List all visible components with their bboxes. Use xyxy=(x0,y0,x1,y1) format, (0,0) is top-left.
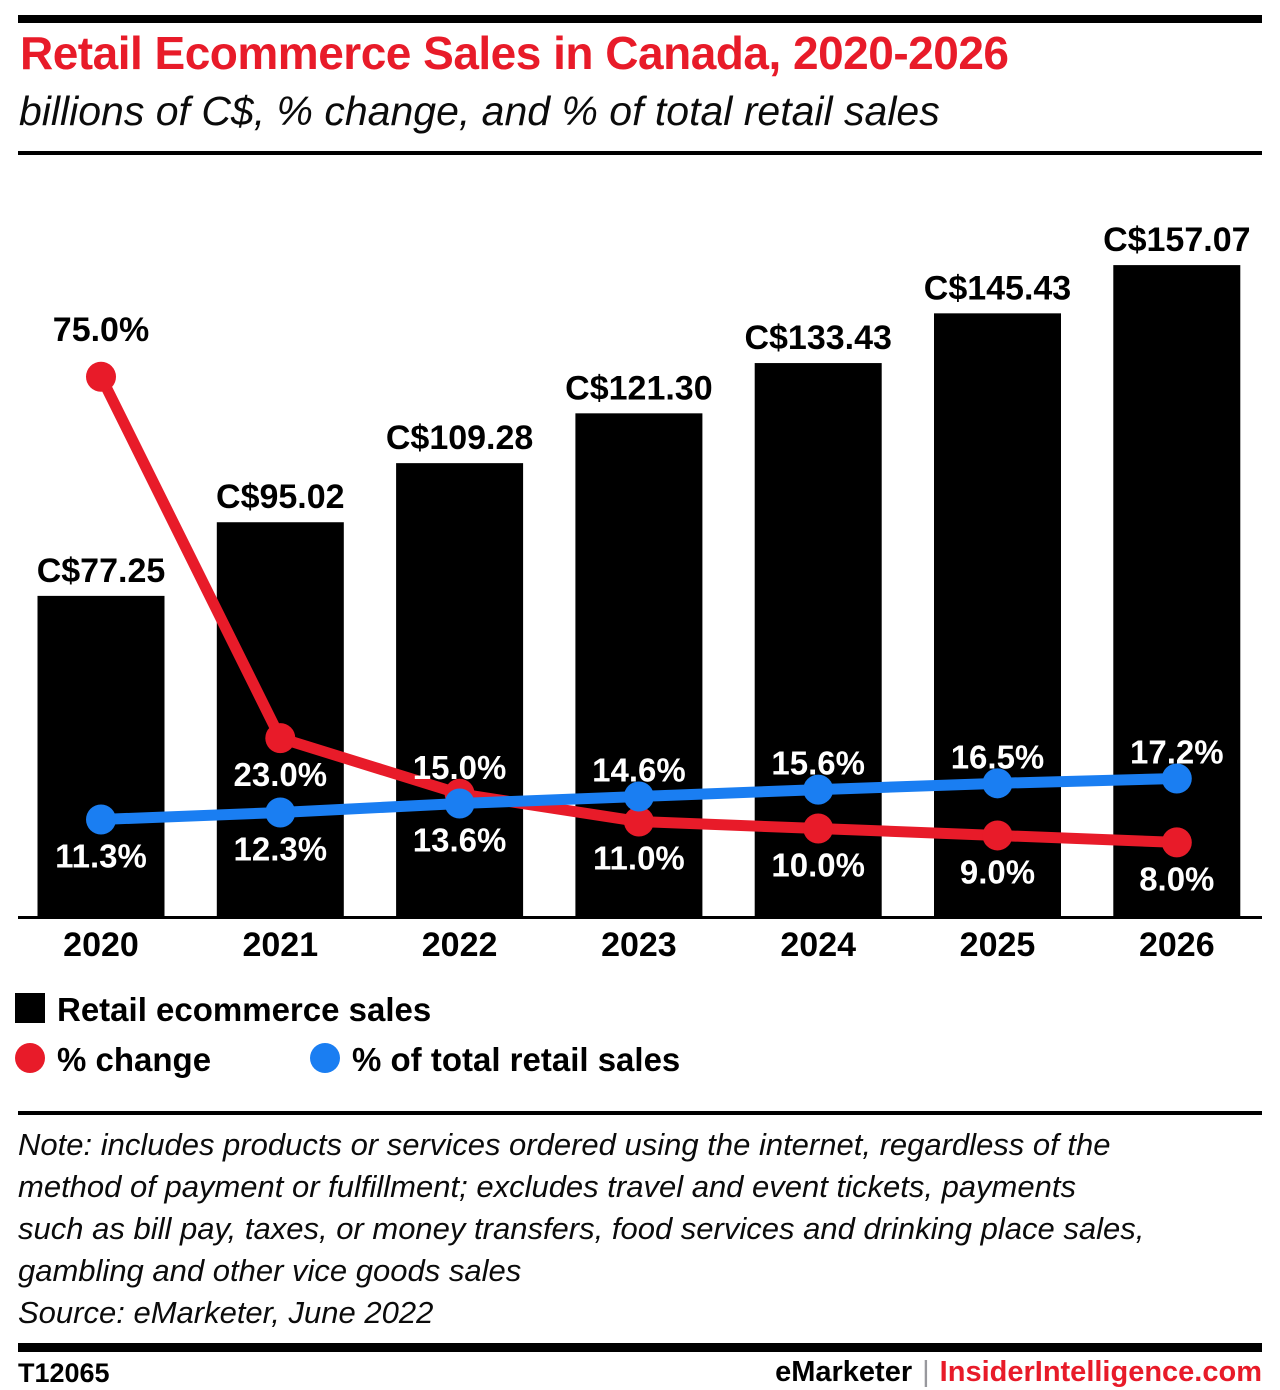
legend-label-retail-ecommerce-sales: Retail ecommerce sales xyxy=(57,991,432,1028)
bar-value-label-2026: C$157.07 xyxy=(1103,221,1250,259)
brand-emarketer: eMarketer xyxy=(775,1356,913,1388)
note-line-3: such as bill pay, taxes, or money transf… xyxy=(18,1211,1145,1246)
note-line-2: method of payment or fulfillment; exclud… xyxy=(18,1169,1076,1204)
note-divider xyxy=(18,1111,1262,1115)
bar-2026 xyxy=(1113,265,1241,916)
retail-share-point-2021 xyxy=(265,797,296,828)
note-line-4: gambling and other vice goods sales xyxy=(18,1253,522,1288)
brand-separator: | xyxy=(922,1356,930,1388)
retail-share-label-2024: 15.6% xyxy=(771,745,865,782)
pct-change-point-2025 xyxy=(982,820,1013,851)
retail-share-point-2026 xyxy=(1161,763,1192,794)
pct-change-label-2021: 23.0% xyxy=(234,756,328,793)
bar-value-label-2025: C$145.43 xyxy=(924,269,1071,307)
retail-share-label-2022: 13.6% xyxy=(413,821,507,858)
retail-share-point-2024 xyxy=(803,774,834,805)
legend-label-retail-share: % of total retail sales xyxy=(352,1041,681,1078)
chart-canvas: C$77.25 C$95.02 C$109.28 C$121.30 C$133.43 C$… xyxy=(18,221,1262,964)
bar-value-label-2022: C$109.28 xyxy=(386,419,533,457)
retail-share-label-2025: 16.5% xyxy=(951,738,1045,775)
retail-share-point-2020 xyxy=(86,804,116,835)
pct-change-label-2023: 11.0% xyxy=(593,840,685,877)
pct-change-label-2026: 8.0% xyxy=(1139,860,1214,897)
brand-insider-intelligence: InsiderIntelligence.com xyxy=(939,1356,1262,1388)
legend-label-pct-change: % change xyxy=(57,1041,212,1078)
bar-2021 xyxy=(216,522,344,916)
pct-change-point-2023 xyxy=(623,806,654,837)
year-label-2024: 2024 xyxy=(780,926,856,964)
retail-share-label-2026: 17.2% xyxy=(1130,733,1224,770)
bar-value-label-2024: C$133.43 xyxy=(744,319,891,357)
pct-change-label-2024: 10.0% xyxy=(771,847,865,884)
legend-swatch-retail-ecommerce-sales xyxy=(15,993,45,1023)
pct-change-label-2025: 9.0% xyxy=(960,853,1035,890)
footer-brand-group: eMarketer | InsiderIntelligence.com xyxy=(775,1356,1262,1389)
legend-swatch-retail-share xyxy=(310,1043,340,1073)
footer-chart-id: T12065 xyxy=(18,1358,110,1388)
year-label-2025: 2025 xyxy=(960,926,1036,964)
year-label-2023: 2023 xyxy=(601,926,677,964)
year-label-2022: 2022 xyxy=(422,926,498,964)
retail-share-point-2025 xyxy=(982,768,1013,799)
year-label-2020: 2020 xyxy=(63,926,139,964)
year-label-2026: 2026 xyxy=(1139,926,1215,964)
note-block: Note: includes products or services orde… xyxy=(18,1124,1262,1334)
pct-change-point-2020 xyxy=(86,361,116,392)
retail-share-point-2022 xyxy=(444,788,475,819)
bar-value-label-2021: C$95.02 xyxy=(216,478,345,516)
retail-share-label-2023: 14.6% xyxy=(592,752,686,789)
bar-value-label-2023: C$121.30 xyxy=(565,369,712,407)
chart-title: Retail Ecommerce Sales in Canada, 2020-2… xyxy=(20,27,1009,79)
pct-change-label-2020: 75.0% xyxy=(53,311,149,349)
retail-share-point-2023 xyxy=(623,781,654,812)
top-accent-bar xyxy=(18,15,1262,23)
pct-change-point-2021 xyxy=(265,723,296,754)
pct-change-label-2022: 15.0% xyxy=(413,749,507,786)
header-divider xyxy=(18,151,1262,155)
chart-subtitle: billions of C$, % change, and % of total… xyxy=(19,88,940,134)
bar-2020 xyxy=(37,595,165,916)
retail-share-label-2021: 12.3% xyxy=(234,831,328,868)
source-text: Source: eMarketer, June 2022 xyxy=(18,1295,434,1330)
retail-share-label-2020: 11.3% xyxy=(55,837,147,874)
year-label-2021: 2021 xyxy=(242,926,318,964)
bar-2025 xyxy=(934,313,1061,916)
bar-value-label-2020: C$77.25 xyxy=(37,552,166,590)
note-line-1: Note: includes products or services orde… xyxy=(18,1127,1111,1162)
legend-swatch-pct-change xyxy=(15,1043,45,1073)
bar-2022 xyxy=(396,463,524,916)
pct-change-point-2024 xyxy=(803,813,834,844)
footer-divider-bar xyxy=(18,1343,1262,1352)
pct-change-point-2026 xyxy=(1161,827,1192,858)
